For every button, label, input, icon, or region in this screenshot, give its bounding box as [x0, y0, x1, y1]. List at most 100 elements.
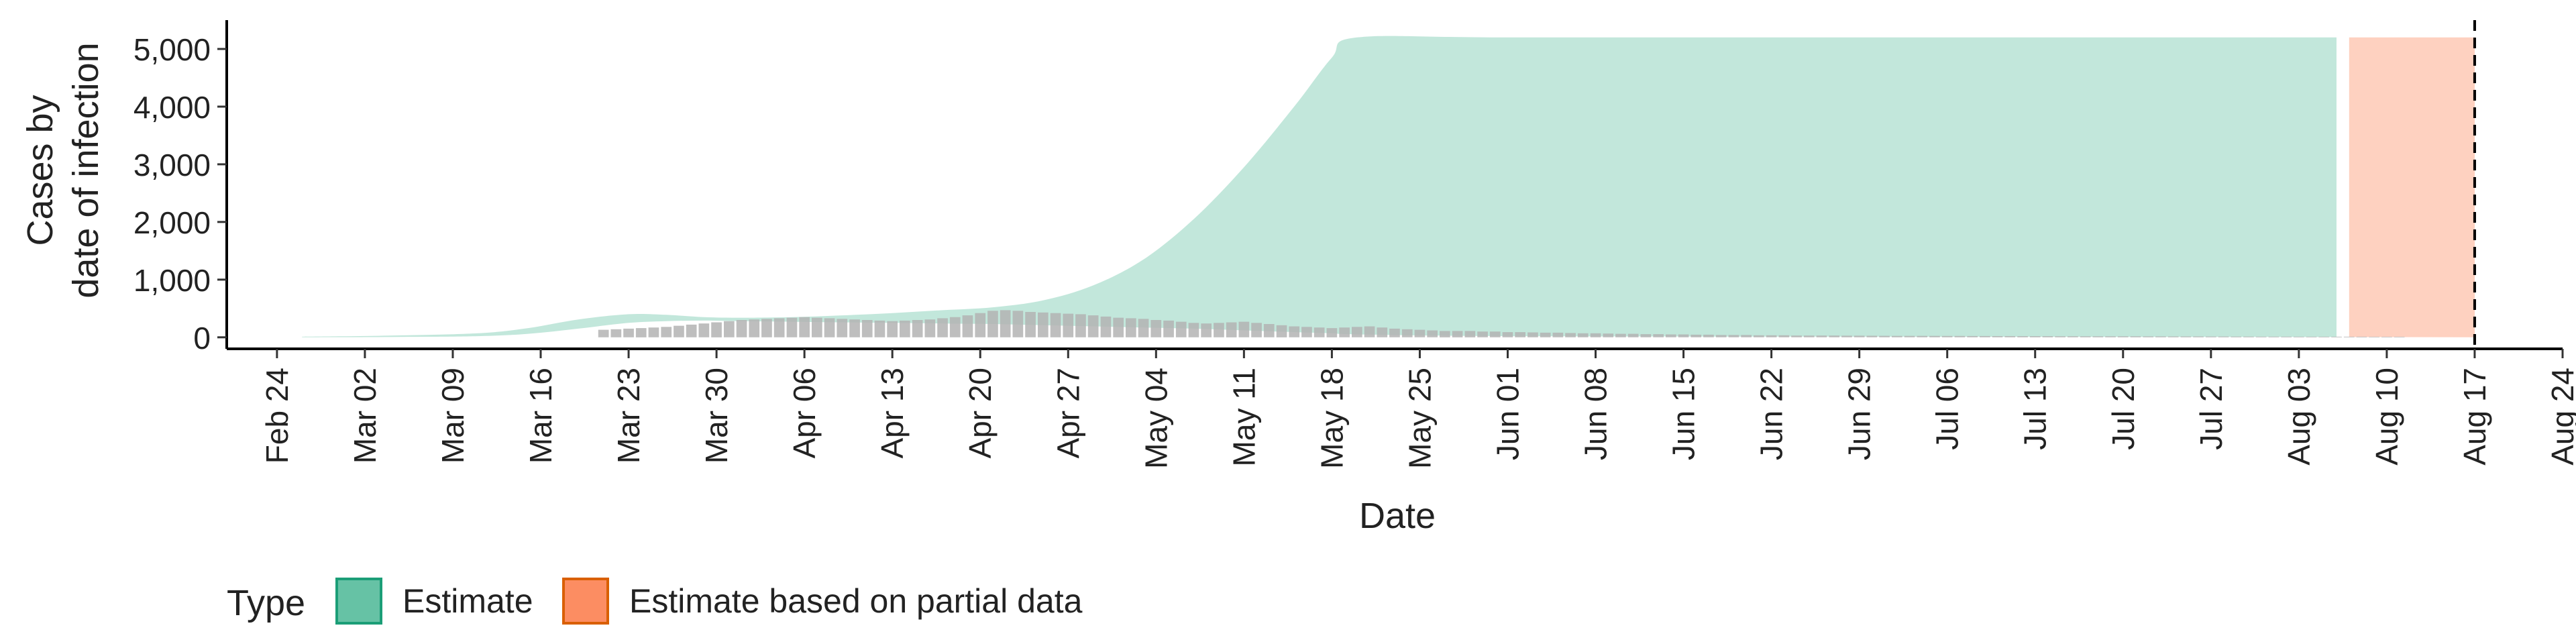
x-tick-label: Jun 15 — [1666, 368, 1701, 460]
reported-case-bar — [1741, 335, 1752, 337]
y-axis-title-line-2: date of infection — [66, 42, 106, 298]
reported-case-bar — [1854, 335, 1865, 337]
reported-case-bar — [1289, 326, 1300, 337]
reported-case-bar — [1238, 321, 1250, 337]
legend: Type Estimate Estimate based on partial … — [227, 578, 1083, 625]
reported-case-bar — [1251, 323, 1262, 337]
reported-case-bar — [2130, 336, 2141, 337]
x-tick-label: Aug 24 — [2545, 368, 2576, 466]
legend-label-estimate: Estimate — [402, 582, 533, 620]
reported-case-bar — [861, 320, 873, 337]
x-tick-label: Mar 23 — [611, 368, 646, 464]
x-tick-label: Mar 02 — [347, 368, 382, 464]
plot-area — [302, 20, 2476, 349]
reported-case-bar — [1075, 314, 1086, 337]
legend-key-estimate — [335, 578, 382, 625]
reported-case-bar — [1364, 326, 1375, 337]
reported-case-bar — [1276, 325, 1287, 337]
x-tick-label: Jul 06 — [1930, 368, 1965, 450]
reported-case-bar — [1666, 334, 1676, 337]
reported-case-bar — [724, 321, 735, 337]
reported-case-bar — [1653, 334, 1664, 337]
reported-case-bar — [623, 328, 634, 337]
reported-case-bar — [1917, 335, 1928, 337]
reported-case-bar — [1627, 333, 1639, 337]
reported-case-bar — [2042, 336, 2053, 337]
reported-case-bar — [1703, 334, 1714, 337]
reported-case-bar — [837, 319, 848, 337]
reported-case-bar — [824, 318, 835, 337]
reported-case-bar — [686, 324, 697, 337]
reported-case-bar — [661, 327, 672, 337]
legend-title: Type — [227, 583, 305, 623]
reported-case-bar — [1754, 335, 1764, 337]
reported-case-bar — [1452, 331, 1463, 337]
reported-case-bar — [1967, 335, 1978, 337]
reported-case-bar — [874, 320, 885, 337]
x-tick-label: May 04 — [1138, 368, 1173, 469]
reported-case-bar — [598, 329, 609, 337]
reported-case-bar — [786, 317, 798, 337]
x-tick-label: May 25 — [1402, 368, 1437, 469]
reported-case-bar — [1640, 334, 1652, 337]
reported-case-bar — [1038, 312, 1049, 337]
y-tick-label: 1,000 — [133, 263, 211, 298]
reported-case-bar — [711, 322, 722, 337]
y-tick-label: 0 — [193, 321, 211, 356]
reported-case-bar — [2029, 336, 2041, 337]
reported-case-bar — [1678, 334, 1689, 337]
reported-case-bar — [1590, 333, 1601, 337]
reported-case-bar — [1489, 331, 1501, 337]
reported-case-bar — [1816, 335, 1827, 337]
reported-case-bar — [1904, 335, 1915, 337]
ribbon-partial-estimate — [2349, 37, 2475, 337]
reported-case-bar — [1301, 327, 1312, 337]
reported-case-bar — [1175, 321, 1187, 337]
reported-case-bar — [1440, 331, 1450, 337]
reported-case-bar — [2004, 336, 2016, 337]
reported-case-bar — [1841, 335, 1852, 337]
x-tick-label: Mar 16 — [523, 368, 558, 464]
reported-case-bar — [812, 317, 822, 337]
reported-case-bar — [1502, 332, 1513, 337]
reported-case-bar — [1941, 335, 1953, 337]
reported-case-bar — [1690, 334, 1702, 337]
y-axis: 0 1,000 2,000 3,000 4,000 5,000 — [133, 20, 228, 356]
reported-case-bar — [2055, 336, 2065, 337]
ribbon-estimate — [302, 36, 2337, 337]
x-tick-label: Feb 24 — [260, 368, 294, 464]
reported-case-bar — [1715, 335, 1727, 337]
reported-case-bar — [1389, 328, 1400, 337]
reported-case-bar — [1565, 333, 1576, 337]
reported-case-bar — [2068, 336, 2078, 337]
reported-case-bar — [736, 320, 747, 337]
reported-case-bar — [1577, 333, 1589, 337]
reported-case-bar — [887, 321, 898, 337]
reported-case-bar — [2155, 336, 2166, 337]
reported-case-bar — [698, 323, 710, 337]
reported-case-bar — [1778, 335, 1790, 337]
reported-case-bar — [975, 313, 986, 337]
reported-case-bar — [799, 317, 810, 337]
x-tick-label: Jun 01 — [1491, 368, 1525, 460]
reported-case-bar — [1352, 327, 1362, 337]
reported-case-bar — [912, 320, 923, 337]
x-tick-label: May 18 — [1314, 368, 1349, 469]
x-tick-label: Apr 20 — [963, 368, 998, 459]
reported-case-bar — [1803, 335, 1815, 337]
legend-key-partial-estimate — [562, 578, 609, 625]
reported-case-bar — [1163, 320, 1174, 337]
reported-case-bar — [1100, 316, 1112, 337]
reported-case-bar — [987, 311, 998, 337]
reported-case-bar — [1188, 323, 1199, 337]
reported-case-bar — [1540, 332, 1551, 337]
reported-case-bar — [1113, 317, 1124, 337]
y-tick-label: 3,000 — [133, 148, 211, 182]
reported-case-bar — [1728, 335, 1739, 337]
x-tick-label: Jul 27 — [2194, 368, 2229, 450]
x-tick-label: Aug 10 — [2369, 368, 2404, 466]
x-tick-label: Jul 13 — [2018, 368, 2053, 450]
reported-case-bar — [1552, 332, 1564, 337]
reported-case-bar — [1515, 332, 1525, 337]
reported-case-bar — [1201, 323, 1212, 337]
